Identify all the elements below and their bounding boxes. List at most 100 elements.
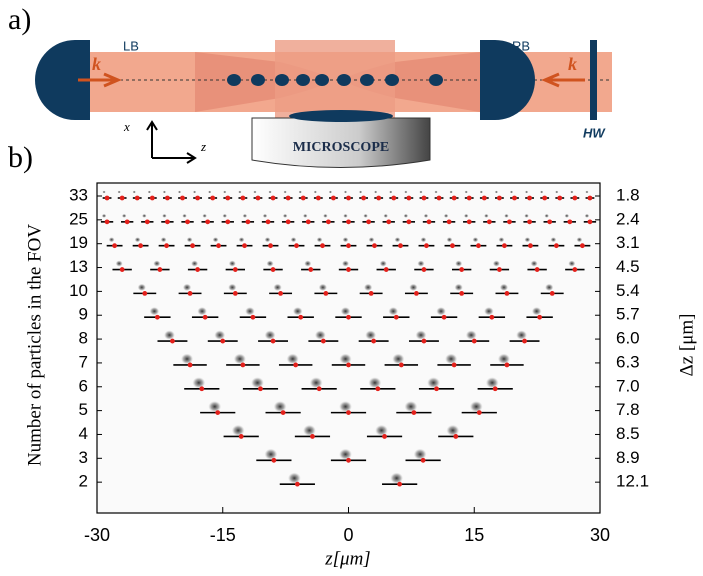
particle-image [479, 190, 483, 194]
particle [444, 237, 461, 249]
particle-image [212, 237, 219, 243]
particle-image [530, 260, 538, 267]
particle-center [195, 267, 201, 272]
particle-center [567, 219, 573, 225]
particle-center [434, 386, 439, 392]
particle-image [524, 237, 531, 243]
particle-center [104, 195, 110, 201]
panel-label: a) [8, 3, 31, 36]
particle [459, 330, 490, 344]
particle-center [331, 195, 336, 201]
particle [470, 237, 487, 249]
particle-center [325, 219, 331, 225]
particle [335, 307, 362, 320]
particle [522, 237, 539, 249]
particle-center [441, 314, 447, 320]
particle [161, 213, 174, 225]
particle [308, 330, 339, 344]
y-axis-title: Number of particles in the FOV [24, 224, 45, 466]
particle-center [170, 338, 175, 344]
particle [418, 237, 435, 249]
particle-center [424, 243, 429, 249]
particle-center [271, 457, 277, 463]
particle-image [545, 283, 554, 292]
particle-image [341, 260, 350, 267]
particle-center [471, 338, 477, 344]
y-tick-label: 8 [79, 329, 88, 348]
particle-image [287, 472, 301, 484]
particle [583, 213, 597, 225]
particle-image [363, 283, 373, 292]
particle-center [420, 457, 426, 463]
particle [464, 190, 474, 201]
y-tick-label: 2 [79, 472, 88, 491]
y-tick-label: 10 [69, 281, 88, 300]
particle [382, 213, 395, 225]
particle-center [534, 267, 540, 272]
particle-image [238, 190, 242, 194]
particle-image [108, 237, 115, 243]
particle-image [323, 213, 328, 218]
particle [574, 237, 591, 249]
particle-image [164, 330, 175, 340]
particle-center [315, 195, 321, 201]
particle [301, 260, 321, 272]
particle-center [489, 314, 495, 320]
particle-center [361, 195, 366, 201]
axis-label: x [123, 119, 130, 134]
particle-image [550, 237, 557, 243]
particle [570, 190, 580, 201]
particle-image [564, 213, 570, 218]
particle-image [404, 401, 418, 413]
particle-center [549, 290, 555, 296]
particle-center [366, 219, 372, 225]
particle-image [177, 190, 182, 194]
particle [330, 448, 367, 463]
particle-image [214, 330, 226, 340]
particle-image [223, 190, 227, 194]
particle-image [374, 190, 378, 194]
waveplate [590, 40, 597, 120]
x-tick-label: -15 [210, 525, 236, 545]
particle-image [434, 190, 438, 194]
particle [283, 190, 293, 201]
particle [376, 260, 396, 272]
particle [225, 260, 246, 272]
particle [383, 307, 410, 320]
particle-center [199, 386, 205, 392]
particle-image [298, 190, 302, 194]
particle-center [310, 434, 315, 439]
y2-tick-label: 7.8 [616, 400, 640, 419]
particle-image [443, 213, 449, 218]
particle-image [464, 190, 468, 194]
particle-center [451, 195, 457, 201]
particle-image [290, 237, 297, 243]
particle [184, 377, 220, 392]
particle [509, 330, 540, 344]
particle [239, 307, 267, 320]
particle [366, 237, 383, 249]
particle-center [507, 219, 512, 225]
particle-image [134, 237, 141, 243]
particle-center [406, 195, 412, 201]
particle-image [492, 260, 500, 267]
particle-image [180, 353, 194, 365]
particle-image [309, 377, 323, 389]
particle-image [445, 353, 458, 365]
y2-tick-label: 1.8 [616, 185, 640, 204]
particle-center [527, 195, 532, 201]
particle [313, 190, 323, 201]
particle [302, 213, 315, 225]
particle-image [343, 190, 348, 194]
particle-center [187, 290, 193, 296]
particle-image [404, 190, 408, 194]
particle [314, 283, 338, 296]
particle-center [497, 267, 502, 272]
particle-center [215, 410, 221, 416]
particle-image [314, 330, 326, 340]
particle-center [398, 243, 403, 249]
particle-image [313, 190, 317, 194]
particle-image [328, 190, 333, 194]
particle [509, 190, 519, 201]
particle [253, 190, 263, 201]
